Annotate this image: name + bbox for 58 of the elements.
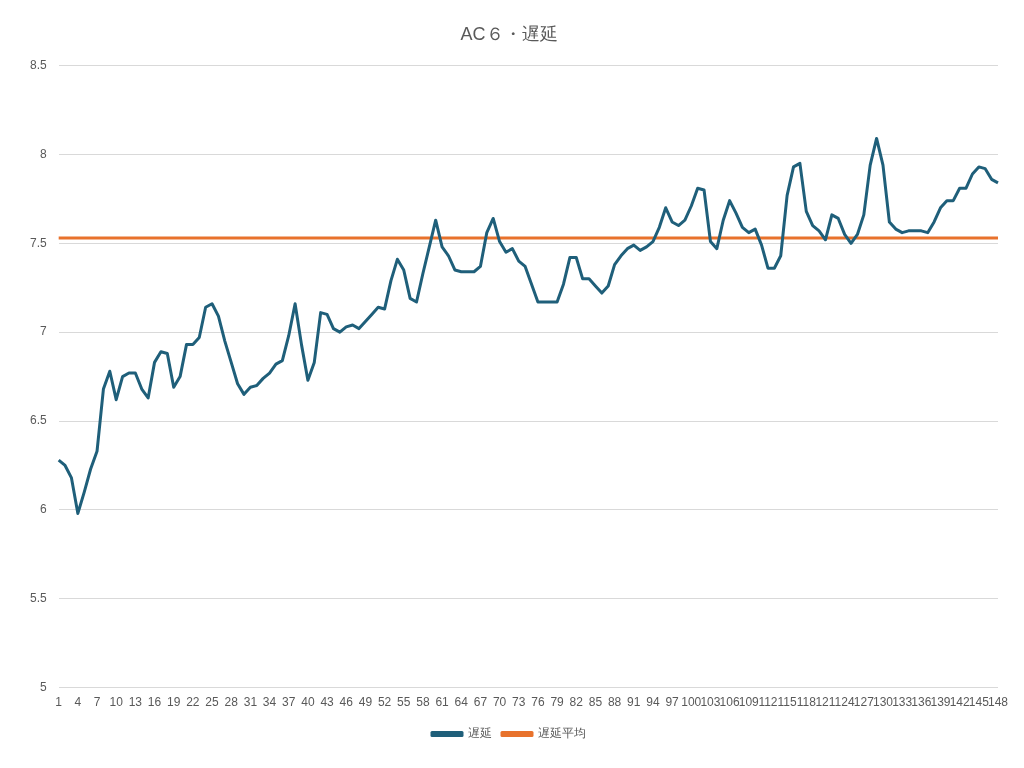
x-tick-label: 37 <box>282 695 296 710</box>
x-tick-label: 34 <box>262 695 277 710</box>
x-tick-label: 121 <box>815 695 836 710</box>
x-tick-label: 25 <box>205 695 220 710</box>
x-tick-label: 16 <box>147 695 162 710</box>
x-tick-label: 61 <box>435 695 450 710</box>
x-tick-label: 7 <box>93 695 101 710</box>
x-tick-label: 88 <box>607 695 622 710</box>
x-tick-label: 67 <box>473 695 488 710</box>
x-tick-label: 145 <box>968 695 990 710</box>
x-tick-label: 100 <box>681 695 702 710</box>
x-tick-label: 58 <box>416 695 430 710</box>
x-tick-label: 85 <box>588 695 603 710</box>
x-tick-label: 79 <box>550 695 565 710</box>
x-tick-label: 133 <box>892 695 913 710</box>
x-tick-label: 94 <box>646 695 660 710</box>
x-tick-label: 40 <box>301 695 315 710</box>
x-tick-label: 46 <box>339 695 354 710</box>
x-tick-label: 4 <box>74 695 82 710</box>
y-tick-label: 7.5 <box>29 235 47 250</box>
chart-title: AC６・遅延 <box>460 23 558 44</box>
x-tick-label: 139 <box>930 695 951 710</box>
x-tick-label: 43 <box>320 695 335 710</box>
y-tick-label: 6.5 <box>29 413 47 428</box>
x-tick-label: 22 <box>186 695 200 710</box>
x-tick-label: 106 <box>719 695 740 710</box>
y-tick-label: 7 <box>39 324 47 339</box>
x-tick-label: 64 <box>454 695 469 710</box>
x-tick-label: 142 <box>949 695 970 710</box>
x-tick-label: 28 <box>224 695 239 710</box>
x-tick-label: 1 <box>55 695 63 710</box>
x-tick-label: 103 <box>700 695 721 710</box>
x-tick-label: 82 <box>569 695 584 710</box>
y-tick-label: 8.5 <box>29 57 47 72</box>
x-tick-label: 10 <box>109 695 124 710</box>
legend-label: 遅延平均 <box>538 726 586 741</box>
x-tick-label: 124 <box>834 695 855 710</box>
x-tick-label: 97 <box>665 695 680 710</box>
x-tick-label: 115 <box>777 695 798 710</box>
legend-label: 遅延 <box>468 726 492 741</box>
x-tick-label: 109 <box>738 695 760 710</box>
x-tick-label: 91 <box>627 695 641 710</box>
x-tick-label: 31 <box>243 695 258 710</box>
x-tick-label: 52 <box>377 695 392 710</box>
x-tick-label: 136 <box>911 695 932 710</box>
x-tick-label: 76 <box>531 695 545 710</box>
x-tick-label: 70 <box>492 695 507 710</box>
x-tick-label: 112 <box>758 695 778 710</box>
y-tick-label: 5 <box>39 679 47 694</box>
x-tick-label: 73 <box>512 695 526 710</box>
x-tick-label: 49 <box>358 695 373 710</box>
x-tick-label: 19 <box>167 695 181 710</box>
x-tick-label: 55 <box>397 695 411 710</box>
y-tick-label: 5.5 <box>29 591 47 606</box>
x-tick-label: 127 <box>853 695 875 710</box>
y-tick-label: 8 <box>39 146 47 161</box>
x-tick-label: 13 <box>128 695 143 710</box>
y-tick-label: 6 <box>39 502 47 517</box>
